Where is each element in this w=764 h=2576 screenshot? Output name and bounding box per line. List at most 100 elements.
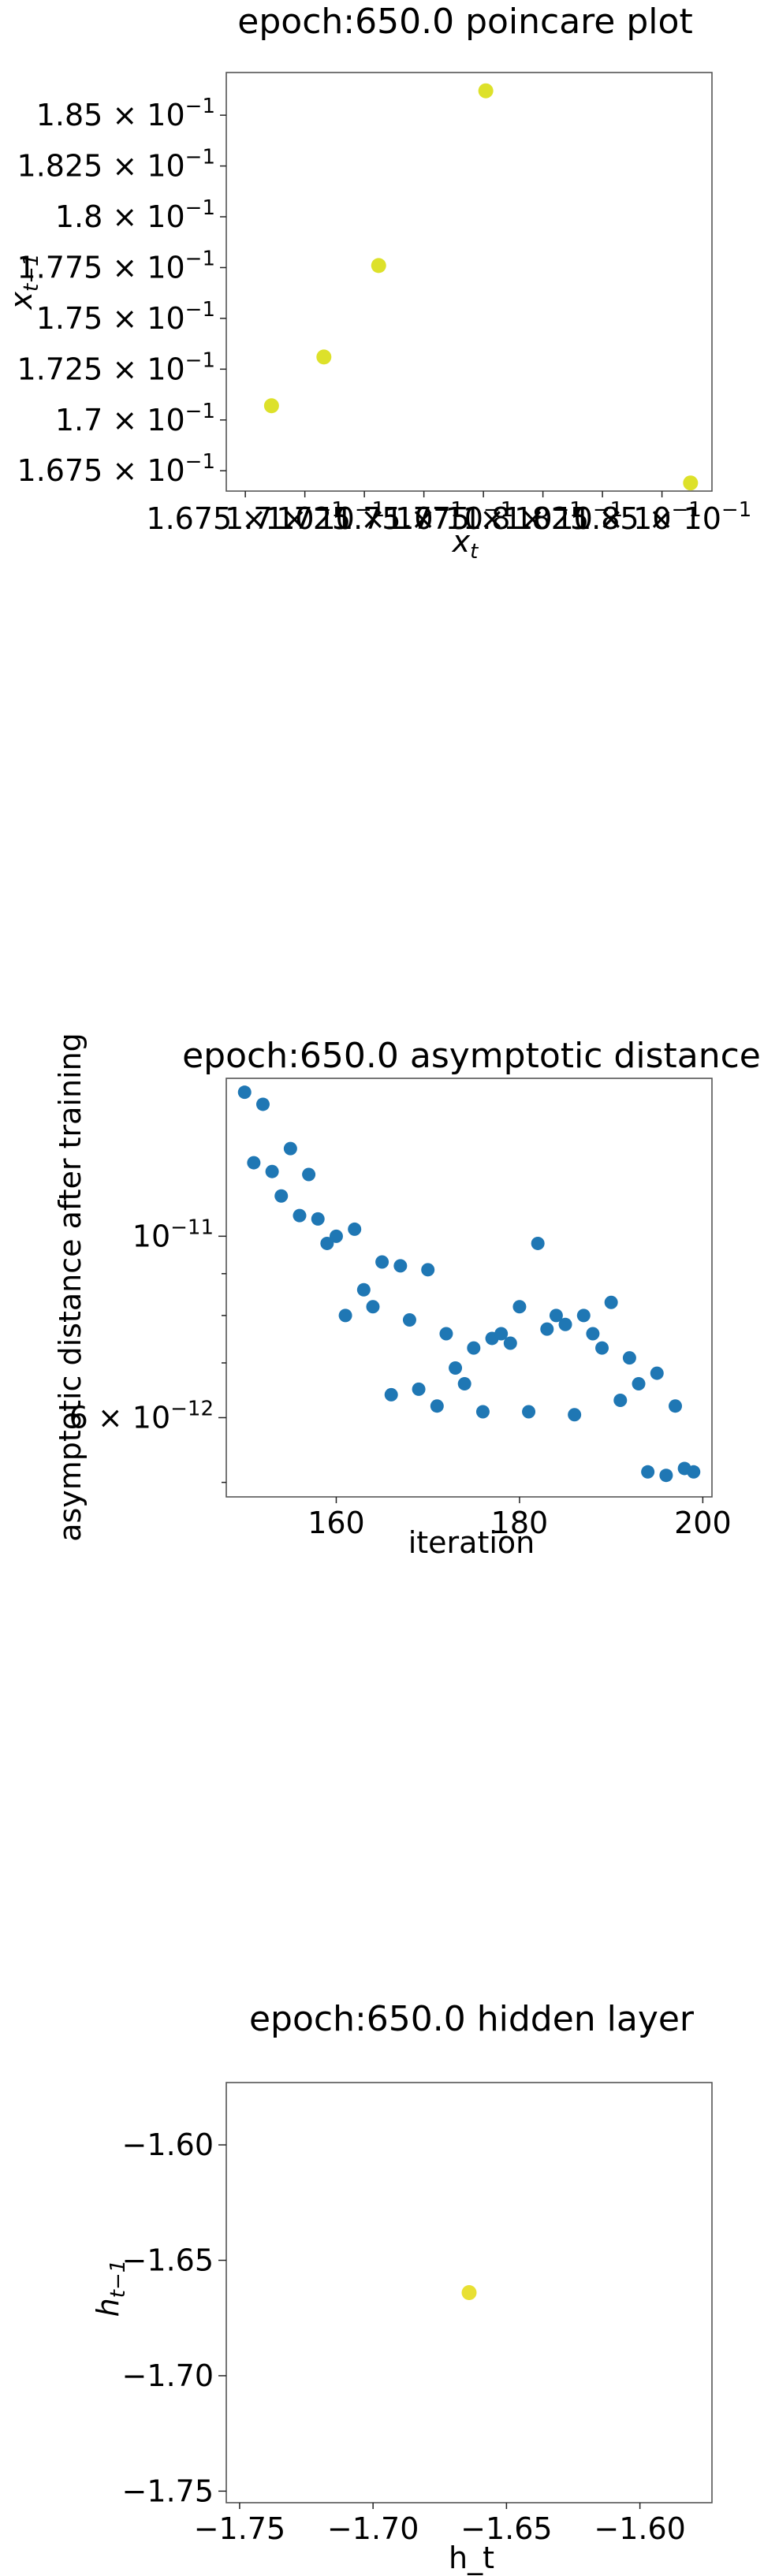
plot-frame xyxy=(225,72,713,492)
scatter-point xyxy=(522,1405,536,1419)
scatter-point xyxy=(478,83,494,99)
scatter-point xyxy=(366,1300,380,1314)
x-tick-label: 1.675 × 10−1 xyxy=(146,498,344,536)
scatter-point xyxy=(449,1361,463,1375)
scatter-point xyxy=(457,1377,471,1391)
scatter-point xyxy=(659,1469,673,1483)
scatter-point xyxy=(384,1387,398,1402)
x-tick-label: 1.75 × 10−1 xyxy=(334,498,513,536)
scatter-point xyxy=(595,1341,609,1355)
points-group xyxy=(237,1085,701,1483)
y-tick-label: 1.775 × 10−1 xyxy=(17,247,215,285)
scatter-point xyxy=(430,1399,444,1413)
y-tick-label: 1.8 × 10−1 xyxy=(55,196,215,234)
x-tick-label: 160 xyxy=(307,1506,365,1540)
y-axis-label: xt−1 xyxy=(4,253,43,310)
scatter-point xyxy=(641,1465,655,1479)
y-axis-label: asymptotic distance after training xyxy=(53,1033,88,1542)
scatter-point xyxy=(503,1336,517,1350)
points-group xyxy=(263,83,699,491)
x-tick-label: 1.8 × 10−1 xyxy=(463,498,623,536)
poincare-chart: epoch:650.0 poincare plot 1.85 × 10−11.8… xyxy=(4,2,751,564)
scatter-point xyxy=(586,1327,600,1341)
scatter-point xyxy=(558,1317,572,1331)
scatter-point xyxy=(265,1164,279,1178)
x-tick-label: 1.85 × 10−1 xyxy=(572,498,751,536)
y-tick-group: 1.85 × 10−1 1.825 × 10−1 1.8 × 10−1 1.775 ×… xyxy=(17,95,226,488)
x-tick-label: −1.70 xyxy=(327,2511,419,2546)
x-axis-label: iteration xyxy=(408,1525,535,1560)
scatter-point xyxy=(512,1300,527,1314)
scatter-point xyxy=(302,1167,316,1182)
scatter-point xyxy=(494,1327,509,1341)
x-tick-label: 200 xyxy=(674,1506,732,1540)
scatter-point xyxy=(531,1236,545,1250)
scatter-point xyxy=(247,1156,261,1170)
hidden-layer-chart: epoch:650.0 hidden layer −1.60 −1.65 −1.70… xyxy=(91,1999,713,2575)
scatter-point xyxy=(316,349,332,365)
scatter-point xyxy=(632,1377,646,1391)
chart-title: epoch:650.0 hidden layer xyxy=(249,1999,695,2039)
y-tick-label: −1.70 xyxy=(122,2358,214,2393)
y-tick-label: −1.75 xyxy=(122,2474,214,2508)
y-tick-label: 1.675 × 10−1 xyxy=(17,450,215,488)
y-tick-group: −1.60 −1.65 −1.70 −1.75 xyxy=(122,2127,226,2508)
y-tick-label: 6 × 10−12 xyxy=(69,1397,214,1435)
y-tick-label: 10−11 xyxy=(132,1215,214,1253)
scatter-point xyxy=(683,475,699,491)
scatter-point xyxy=(283,1141,297,1156)
x-tick-label: −1.60 xyxy=(594,2511,685,2546)
chart-title: epoch:650.0 poincare plot xyxy=(237,2,692,42)
asymptotic-distance-chart: epoch:650.0 asymptotic distance 10−11 6 ×… xyxy=(53,1033,761,1560)
scatter-point xyxy=(540,1322,554,1336)
scatter-point xyxy=(669,1399,683,1413)
scatter-point xyxy=(293,1208,307,1223)
scatter-point xyxy=(576,1308,591,1323)
x-tick-label: 180 xyxy=(491,1506,549,1540)
scatter-point xyxy=(263,398,279,414)
scatter-point xyxy=(348,1222,362,1236)
x-tick-label: −1.75 xyxy=(194,2511,285,2546)
y-tick-label: 1.85 × 10−1 xyxy=(36,95,215,132)
scatter-point xyxy=(320,1236,334,1250)
scatter-point xyxy=(650,1366,664,1380)
y-tick-label: 1.75 × 10−1 xyxy=(36,298,215,336)
x-axis-label: h_t xyxy=(449,2541,494,2575)
y-tick-label: 1.7 × 10−1 xyxy=(55,400,215,437)
scatter-point xyxy=(461,2285,477,2300)
y-tick-label: −1.60 xyxy=(122,2127,214,2162)
scatter-point xyxy=(338,1308,352,1323)
x-tick-group: 1.675 × 10−11.7 × 10−11.725 × 10−11.75 ×… xyxy=(146,491,751,536)
x-tick-label: −1.65 xyxy=(460,2511,552,2546)
scatter-point xyxy=(375,1255,389,1269)
scatter-point xyxy=(255,1097,270,1111)
y-tick-label: 1.725 × 10−1 xyxy=(17,348,215,386)
scatter-point xyxy=(237,1085,252,1100)
x-tick-label: 1.775 × 10−1 xyxy=(384,498,582,536)
scatter-point xyxy=(439,1327,453,1341)
scatter-point xyxy=(549,1308,563,1323)
x-tick-group: 160 180 200 xyxy=(307,1497,732,1540)
scatter-point xyxy=(622,1351,636,1365)
x-tick-label: 1.725 × 10−1 xyxy=(265,498,463,536)
scatter-point xyxy=(412,1382,426,1396)
scatter-point xyxy=(371,258,386,274)
x-tick-label: 1.7 × 10−1 xyxy=(225,498,385,536)
x-tick-group: −1.75 −1.70 −1.65 −1.60 xyxy=(194,2503,686,2546)
scatter-point xyxy=(687,1465,701,1479)
x-tick-label: 1.825 × 10−1 xyxy=(503,498,701,536)
y-tick-group: 10−11 6 × 10−12 xyxy=(69,1215,226,1483)
scatter-point xyxy=(421,1263,435,1277)
scatter-point xyxy=(274,1189,289,1203)
scatter-point xyxy=(311,1212,325,1226)
chart-title: epoch:650.0 asymptotic distance xyxy=(182,1036,761,1076)
y-tick-label: −1.65 xyxy=(122,2243,214,2278)
points-group xyxy=(461,2285,477,2300)
y-tick-label: 1.825 × 10−1 xyxy=(17,146,215,184)
plot-frame xyxy=(225,2082,713,2503)
scatter-point xyxy=(475,1405,490,1419)
y-axis-label: ht−1 xyxy=(91,2260,130,2317)
scatter-point xyxy=(356,1282,371,1297)
scatter-point xyxy=(467,1341,481,1355)
scatter-point xyxy=(604,1295,618,1309)
